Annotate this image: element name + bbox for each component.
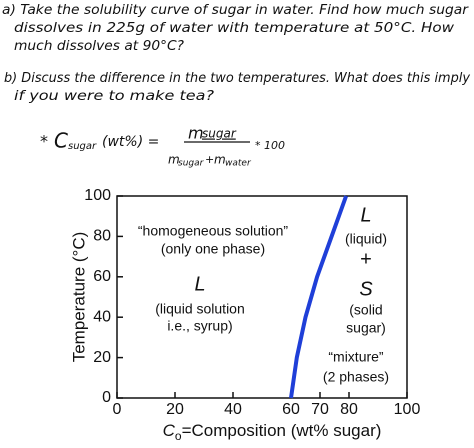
x-label-symbol: C <box>163 421 176 440</box>
plot-frame <box>116 195 408 399</box>
annotation: (2 phases) <box>323 369 389 385</box>
annotation: (liquid solution <box>155 301 245 317</box>
formula-num-sub: sugar <box>202 127 237 141</box>
formula-den: water <box>225 159 252 169</box>
annotation: (solid <box>349 302 382 318</box>
x-label-sub: o <box>175 429 182 443</box>
x-axis-label: Co=Composition (wt% sugar) <box>163 421 382 443</box>
y-tick-label: 80 <box>93 228 111 245</box>
formula-symbol: C <box>54 129 68 153</box>
question-line: much dissolves at 90°C? <box>14 39 184 54</box>
annotation: i.e., syrup) <box>167 318 232 334</box>
formula: * C sugar (wt%) = m sugar m sugar + m wa… <box>40 124 285 169</box>
annotation: + <box>360 248 372 270</box>
x-tick-label: 100 <box>394 401 421 418</box>
question-line: if you were to make tea? <box>14 89 214 104</box>
annotation: L <box>194 273 205 295</box>
question-line: a) Take the solubility curve of sugar in… <box>2 3 470 18</box>
question-line: b) Discuss the difference in the two tem… <box>4 71 470 86</box>
x-tick-label: 80 <box>340 401 358 418</box>
solubility-curve <box>289 195 348 399</box>
formula-den: m <box>168 153 180 167</box>
formula-factor: * 100 <box>255 139 285 152</box>
annotation: (liquid) <box>345 231 387 247</box>
y-tick-label: 60 <box>93 268 111 285</box>
y-axis-label: Temperature (°C) <box>69 232 88 363</box>
x-tick-label: 70 <box>311 401 329 418</box>
annotation: (only one phase) <box>161 241 265 257</box>
x-label-text: =Composition (wt% sugar) <box>182 421 382 440</box>
formula-den: sugar <box>178 159 205 169</box>
y-tick-label: 0 <box>102 389 111 406</box>
annotation: L <box>360 204 371 226</box>
x-tick-label: 20 <box>166 401 184 418</box>
annotation: “mixture” <box>328 349 384 365</box>
y-tick-label: 40 <box>93 308 111 325</box>
x-tick-label: 40 <box>224 401 242 418</box>
formula-den: m <box>214 153 226 167</box>
annotation: S <box>359 278 373 300</box>
x-tick-label: 0 <box>113 401 122 418</box>
y-tick-label: 20 <box>93 349 111 366</box>
x-tick-label: 60 <box>282 401 300 418</box>
formula-num: m <box>188 124 204 143</box>
formula-den: + <box>205 153 214 166</box>
question-line: dissolves in 225g of water with temperat… <box>14 21 454 36</box>
formula-unit: (wt%) = <box>102 134 159 150</box>
annotation: sugar) <box>346 320 386 336</box>
y-tick-label: 100 <box>84 187 111 204</box>
formula-sub: sugar <box>68 141 97 152</box>
annotation: “homogeneous solution” <box>138 223 289 239</box>
formula-star: * <box>40 132 48 151</box>
